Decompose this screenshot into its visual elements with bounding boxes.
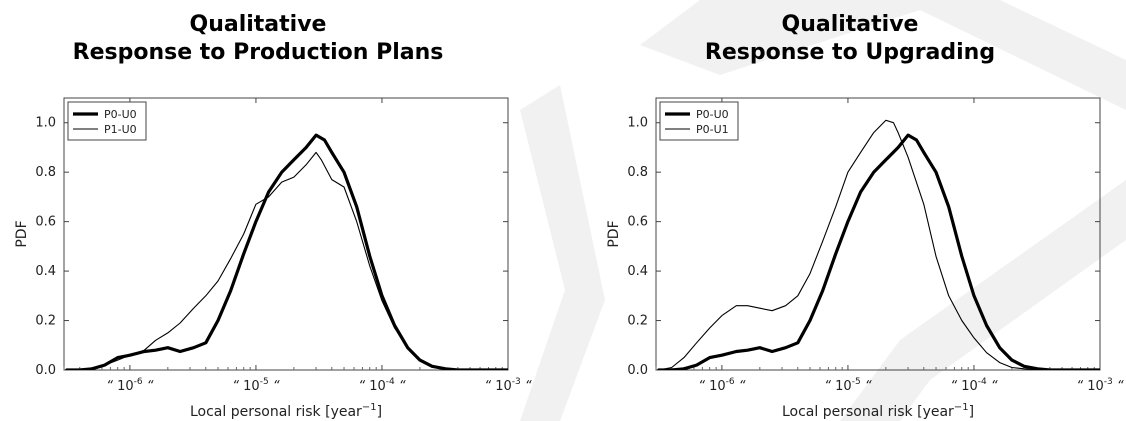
legend-label: P0-U1 xyxy=(696,123,729,136)
x-tick-label: “ 10-6 “ xyxy=(106,377,154,394)
legend-box xyxy=(659,101,739,141)
legend-label: P1-U0 xyxy=(104,123,137,136)
x-tick-label: “ 10-6 “ xyxy=(698,377,746,394)
x-tick-label: “ 10-4 “ xyxy=(950,377,998,394)
chart-title-line1: Qualitative xyxy=(189,12,327,37)
legend-label: P0-U0 xyxy=(104,108,137,121)
y-tick-label: 0.4 xyxy=(35,264,56,279)
pdf-chart-production: 0.0 0.2 0.4 0.6 0.8 1.0 “ 10-6 “ “ 10-5 “ “ 10-4… xyxy=(14,97,532,420)
legend-label: P0-U0 xyxy=(696,108,729,121)
plot-frame xyxy=(655,97,1101,371)
plot-frame xyxy=(63,97,509,371)
y-tick-label: 0.6 xyxy=(627,215,648,230)
x-axis-title: Local personal risk [year−1] xyxy=(190,402,382,420)
chart-panel-production: Qualitative Response to Production Plans… xyxy=(8,0,532,421)
y-tick-label: 0.0 xyxy=(627,363,648,378)
legend-box xyxy=(67,101,147,141)
chart-panel-upgrading: Qualitative Response to Upgrading 0.0 0.2… xyxy=(600,0,1124,421)
y-tick-label: 0.4 xyxy=(627,264,648,279)
x-axis-title: Local personal risk [year−1] xyxy=(782,402,974,420)
y-tick-label: 0.2 xyxy=(627,314,648,329)
y-tick-label: 1.0 xyxy=(35,116,56,131)
y-axis-title: PDF xyxy=(606,220,622,247)
y-axis-title: PDF xyxy=(14,220,30,247)
x-tick-label: “ 10-5 “ xyxy=(232,377,280,394)
y-tick-label: 0.2 xyxy=(35,314,56,329)
y-tick-label: 0.8 xyxy=(627,165,648,180)
x-tick-label: “ 10-4 “ xyxy=(358,377,406,394)
series-line-p0-u0 xyxy=(657,133,1100,370)
chart-title-line2: Response to Production Plans xyxy=(72,40,444,65)
y-tick-label: 1.0 xyxy=(627,116,648,131)
y-tick-label: 0.0 xyxy=(35,363,56,378)
y-tick-label: 0.6 xyxy=(35,215,56,230)
series-line-p1-u0 xyxy=(66,151,508,370)
series-line-p0-u1 xyxy=(658,119,1100,370)
chart-title-line2: Response to Upgrading xyxy=(704,40,996,65)
chart-title-line1: Qualitative xyxy=(781,12,919,37)
x-tick-label: “ 10-5 “ xyxy=(824,377,872,394)
x-tick-label: “ 10-3 “ xyxy=(484,377,532,394)
x-tick-label: “ 10-3 “ xyxy=(1076,377,1124,394)
pdf-chart-upgrading: 0.0 0.2 0.4 0.6 0.8 1.0 “ 10-6 “ “ 10-5 “ “ 10-4… xyxy=(606,97,1124,420)
y-tick-label: 0.8 xyxy=(35,165,56,180)
series-line-p0-u0 xyxy=(65,133,508,370)
